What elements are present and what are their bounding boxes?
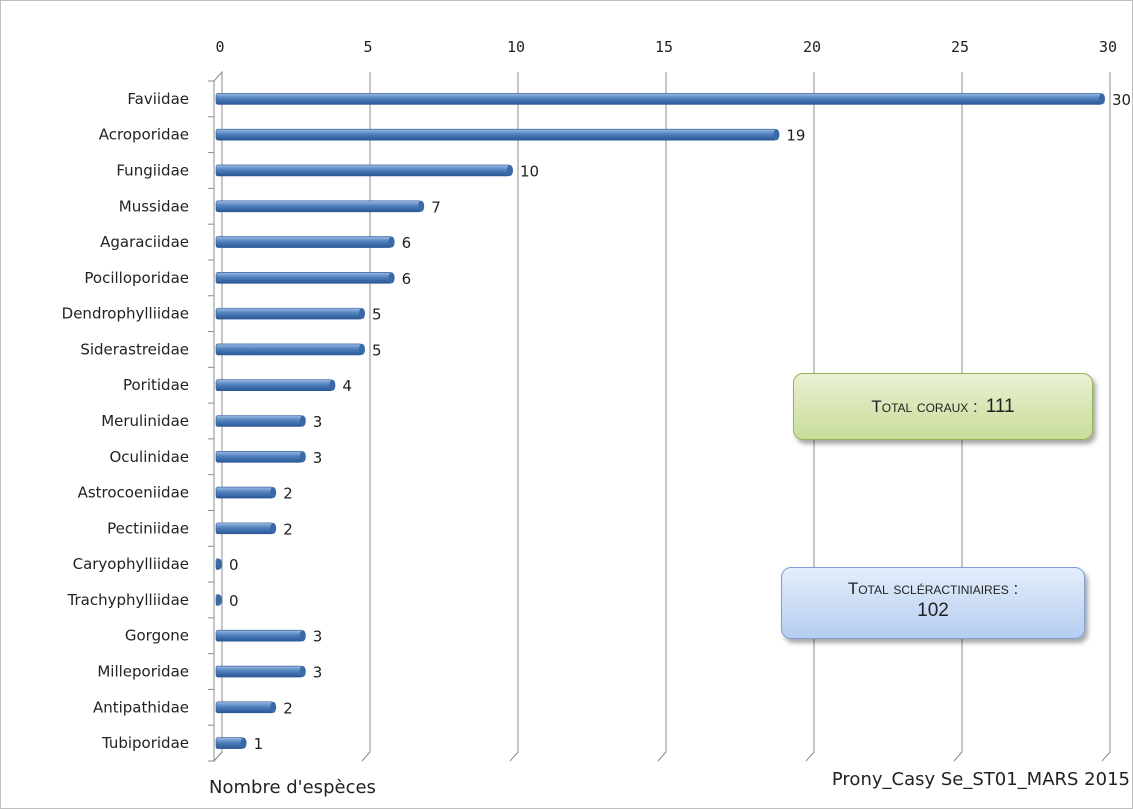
category-label: Pectiniidae [107, 519, 189, 537]
bar [215, 128, 780, 141]
data-label: 3 [313, 664, 323, 682]
category-label: Astrocoeniidae [78, 484, 189, 502]
category-label: Merulinidae [101, 412, 189, 430]
gridline [361, 72, 371, 762]
gridline [509, 72, 519, 762]
bar [215, 93, 1105, 105]
data-label: 3 [313, 449, 323, 467]
data-label: 0 [229, 592, 239, 610]
category-label: Milleporidae [97, 663, 189, 681]
x-tick-label: 15 [655, 38, 673, 56]
bars [215, 93, 1105, 749]
bar [215, 558, 222, 570]
bar [215, 415, 306, 427]
category-labels: Faviidae Acroporidae Fungiidae Mussidae Agar… [62, 90, 189, 752]
total-scleractiniaires-callout: Total scléractiniaires : 102 [781, 567, 1085, 639]
x-tick-label: 30 [1099, 38, 1117, 56]
category-label: Siderastreidae [80, 340, 189, 358]
gridline [1101, 72, 1111, 762]
bar [215, 522, 277, 535]
data-label: 6 [402, 270, 412, 288]
category-label: Gorgone [125, 627, 189, 645]
total-scleractiniaires-value: 102 [917, 600, 949, 621]
bar [215, 665, 306, 678]
total-coraux-label: Total coraux : [871, 396, 978, 416]
bar [215, 200, 425, 213]
data-label: 2 [283, 485, 293, 503]
x-tick-label: 20 [803, 38, 821, 56]
data-labels: 30 19 10 7 6 6 5 5 4 3 3 2 2 0 0 3 3 2 1 [229, 91, 1131, 753]
grid-lines [213, 72, 1111, 762]
data-label: 2 [283, 520, 293, 538]
gridline [657, 72, 667, 762]
data-label: 0 [229, 556, 239, 574]
data-label: 5 [372, 306, 382, 324]
category-label: Trachyphylliidae [67, 591, 189, 609]
data-label: 3 [313, 413, 323, 431]
x-tick-label: 0 [215, 38, 224, 56]
bar [215, 343, 365, 356]
total-coraux-callout: Total coraux : 111 [793, 373, 1093, 440]
data-label: 5 [372, 341, 382, 359]
category-label: Oculinidae [109, 448, 189, 466]
category-label: Acroporidae [99, 126, 189, 144]
bar [215, 701, 277, 714]
source-caption: Prony_Casy Se_ST01_MARS 2015 [831, 769, 1130, 790]
data-label: 30 [1112, 91, 1131, 109]
total-coraux-value: 111 [985, 395, 1015, 417]
category-label: Dendrophylliidae [62, 305, 189, 323]
category-label: Fungiidae [116, 161, 189, 179]
x-axis-ticks: 0 5 10 15 20 25 30 [215, 38, 1117, 56]
gridline [953, 72, 963, 762]
data-label: 6 [402, 234, 412, 252]
data-label: 10 [520, 162, 539, 180]
bar [215, 450, 306, 463]
category-label: Faviidae [127, 90, 189, 108]
data-label: 4 [342, 377, 352, 395]
bar [215, 164, 513, 177]
bar [215, 737, 247, 749]
bar [215, 379, 336, 392]
category-label: Agaraciidae [100, 233, 189, 251]
bar [215, 486, 277, 499]
gridline [213, 72, 223, 762]
x-tick-label: 5 [363, 38, 372, 56]
data-label: 19 [786, 127, 805, 145]
bar [215, 272, 395, 284]
x-axis-title: Nombre d'espèces [209, 777, 376, 798]
gridline [805, 72, 815, 762]
total-scleractiniaires-label: Total scléractiniaires : [847, 579, 1019, 598]
bar [215, 307, 365, 320]
bar [215, 629, 306, 642]
data-label: 7 [431, 198, 441, 216]
bar [215, 594, 222, 606]
category-label: Antipathidae [93, 698, 189, 716]
bar [215, 236, 395, 248]
data-label: 2 [283, 699, 293, 717]
category-label: Mussidae [119, 197, 189, 215]
x-tick-label: 10 [507, 38, 525, 56]
data-label: 3 [313, 628, 323, 646]
category-label: Pocilloporidae [84, 269, 189, 287]
category-label: Caryophylliidae [73, 555, 189, 573]
x-tick-label: 25 [951, 38, 969, 56]
category-label: Tubiporidae [101, 734, 189, 752]
data-label: 1 [254, 735, 264, 753]
category-label: Poritidae [123, 376, 189, 394]
